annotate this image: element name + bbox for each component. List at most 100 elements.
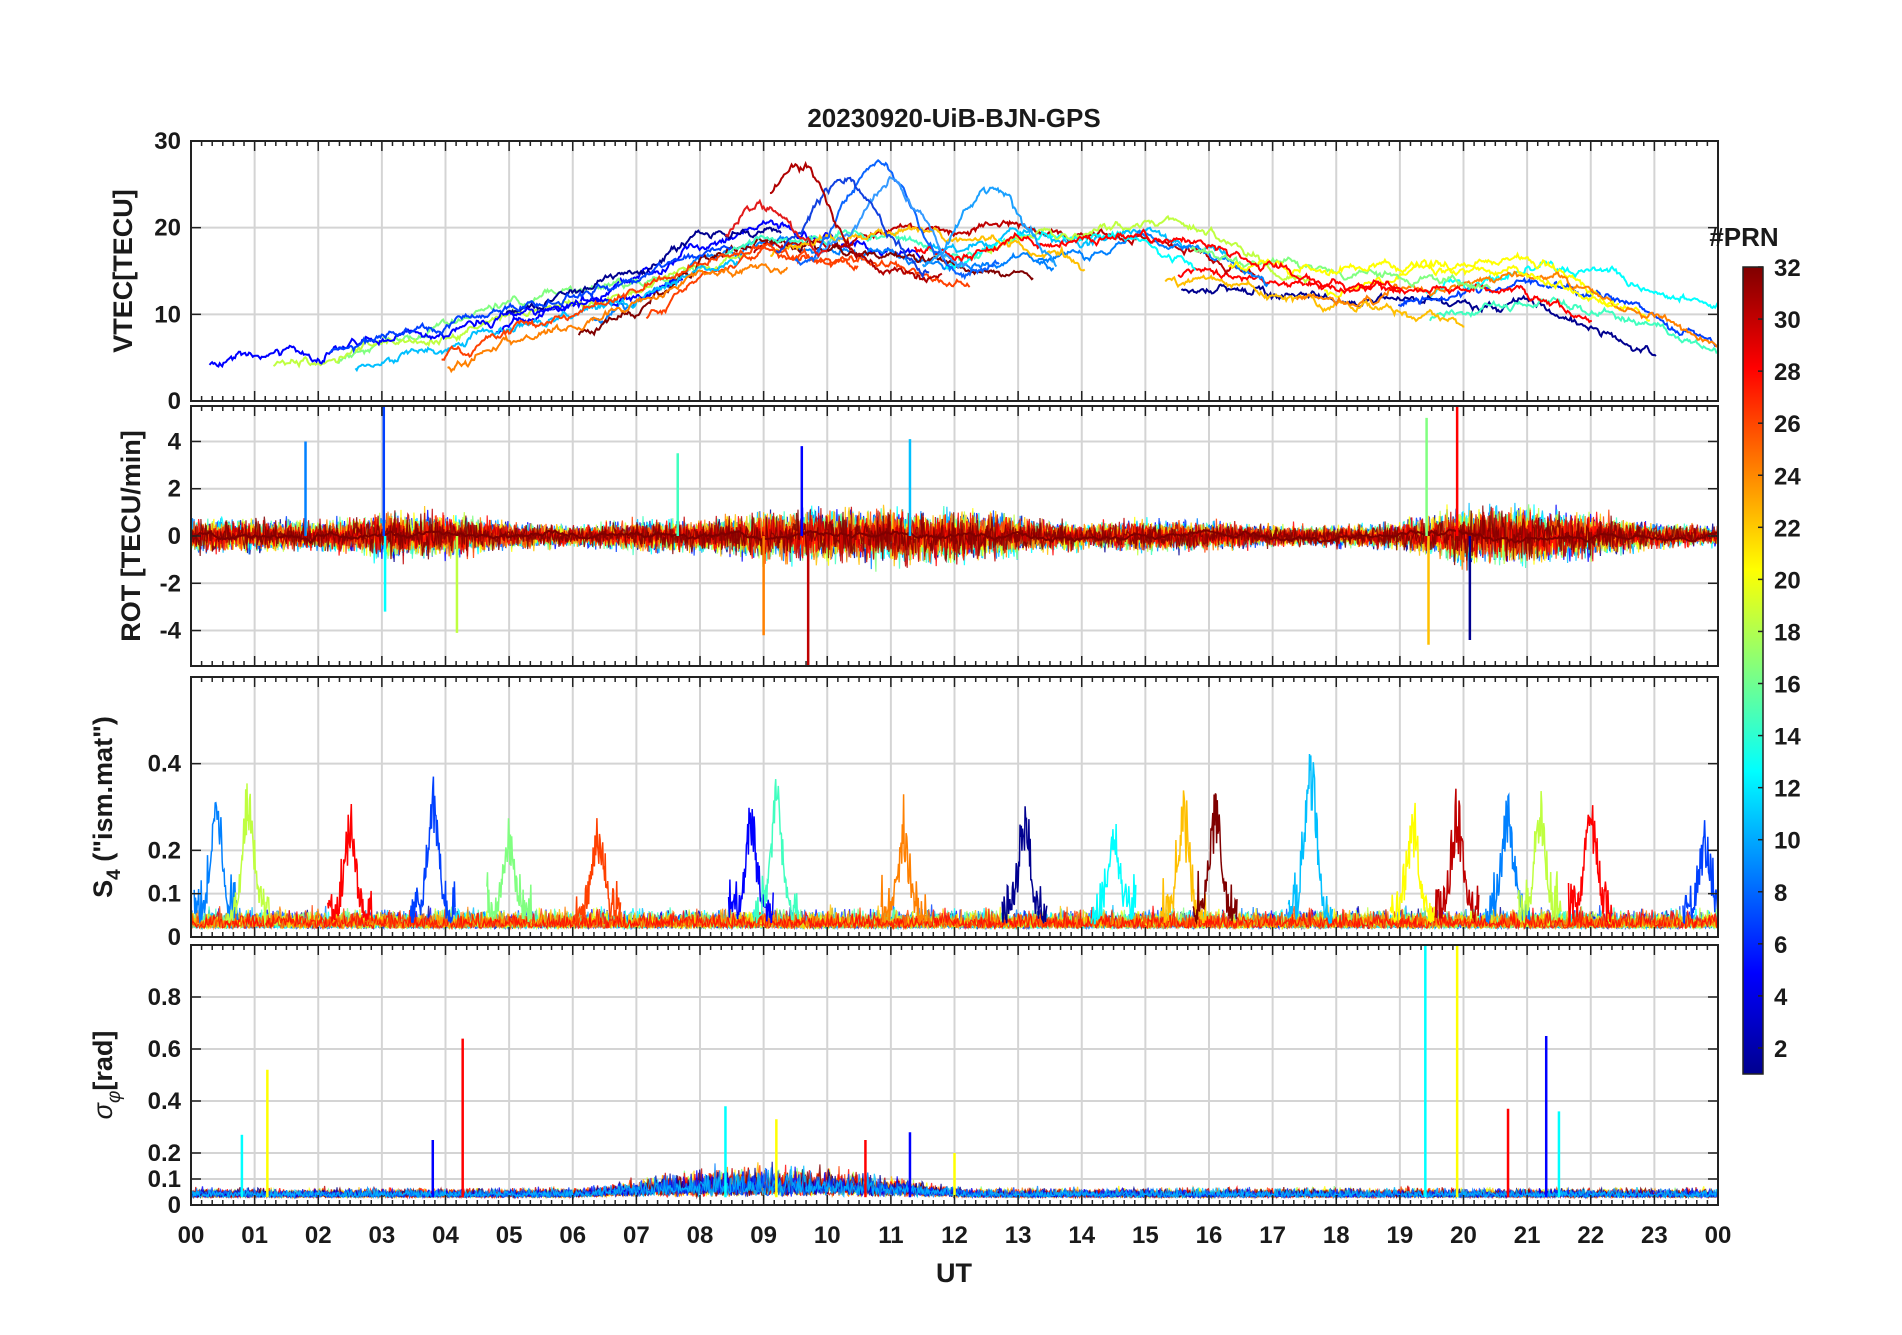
vtec-series-line xyxy=(1164,274,1465,328)
colorbar-tick-label: 8 xyxy=(1774,880,1787,907)
colorbar-tick-label: 4 xyxy=(1774,984,1788,1011)
colorbar-tick-label: 10 xyxy=(1774,828,1801,855)
s4-y-tick-label: 0 xyxy=(168,924,181,951)
x-tick-label: 23 xyxy=(1641,1222,1668,1249)
colorbar-tick-label: 12 xyxy=(1774,776,1801,803)
s4-burst-line xyxy=(1160,790,1207,924)
rot-grid xyxy=(190,406,1719,666)
sigma-phi-ylabel: σφ[rad] xyxy=(88,1031,125,1120)
s4-burst-line xyxy=(193,801,239,924)
sig-y-tick-label: 0.2 xyxy=(148,1140,181,1167)
x-tick-label: 00 xyxy=(178,1222,205,1249)
figure-title: 20230920-UiB-BJN-GPS xyxy=(807,103,1100,133)
s4-burst-line xyxy=(753,779,800,924)
vtec-series xyxy=(208,158,1718,374)
sigma-phi-ylabel-main: σ xyxy=(88,1101,118,1119)
s4-series xyxy=(191,753,1718,931)
s4-burst-line xyxy=(575,818,622,924)
s4-burst-line xyxy=(1434,788,1480,923)
x-tick-label: 06 xyxy=(559,1222,586,1249)
vtec-series-line xyxy=(1324,251,1651,322)
x-tick-label: 15 xyxy=(1132,1222,1159,1249)
x-tick-label: 17 xyxy=(1259,1222,1286,1249)
vtec-series-line xyxy=(337,265,697,364)
rot-panel: -4 -2 0 2 4 ROT [TECU/min] xyxy=(116,405,1719,667)
sig-y-tick-label: 0.1 xyxy=(148,1166,181,1193)
vtec-axes: 0 10 20 30 xyxy=(154,128,1719,415)
vtec-series-line xyxy=(1429,296,1718,355)
vtec-y-tick-label: 20 xyxy=(154,215,181,242)
x-tick-label: 08 xyxy=(687,1222,714,1249)
s4-burst-line xyxy=(1192,793,1238,926)
colorbar-tick-label: 24 xyxy=(1774,463,1801,490)
x-tick-label: 03 xyxy=(369,1222,396,1249)
colorbar-tick-label: 6 xyxy=(1774,932,1787,959)
vtec-series-line xyxy=(925,226,1228,257)
s4-burst-line xyxy=(1516,791,1563,923)
vtec-series-line xyxy=(354,258,739,373)
vtec-series-line xyxy=(985,214,1310,285)
colorbar-tick-label: 26 xyxy=(1774,411,1801,438)
colorbar-tick-label: 32 xyxy=(1774,255,1801,282)
colorbar-tick-label: 2 xyxy=(1774,1036,1787,1063)
s4-panel: 0 0.1 0.2 0.4 S4 ("ism.mat") xyxy=(88,676,1719,951)
vtec-series-line xyxy=(1296,270,1718,348)
s4-burst-line xyxy=(225,783,271,926)
s4-burst-line xyxy=(409,776,456,924)
vtec-series-line xyxy=(1190,246,1492,290)
s4-burst-line xyxy=(486,818,533,923)
rot-axes: -4 -2 0 2 4 xyxy=(160,405,1719,667)
vtec-peak-line xyxy=(775,176,930,280)
x-tick-label: 02 xyxy=(305,1222,332,1249)
vtec-series-line xyxy=(328,244,733,354)
x-tick-label: 01 xyxy=(241,1222,268,1249)
x-axis-label: UT xyxy=(936,1258,972,1288)
x-tick-label: 18 xyxy=(1323,1222,1350,1249)
colorbar-tick-label: 22 xyxy=(1774,515,1801,542)
sig-y-tick-label: 0.8 xyxy=(148,984,181,1011)
s4-series-line xyxy=(191,905,1718,931)
s4-burst-line xyxy=(1567,805,1613,924)
colorbar-tick-label: 30 xyxy=(1774,307,1801,334)
s4-ylabel-sub: 4 xyxy=(104,869,125,880)
s4-burst-line xyxy=(880,794,927,923)
colorbar-tick-label: 20 xyxy=(1774,567,1801,594)
sigma-phi-panel: 00.10.2 0.4 0.6 0.8 σφ[rad] xyxy=(88,944,1719,1219)
vtec-y-tick-label: 0 xyxy=(168,388,181,415)
sigma-phi-axes: 00.10.2 0.4 0.6 0.8 xyxy=(148,944,1719,1219)
s4-burst-line xyxy=(1682,820,1718,925)
s4-burst-line xyxy=(327,803,374,922)
x-tick-label: 10 xyxy=(814,1222,841,1249)
x-tick-label: 07 xyxy=(623,1222,650,1249)
colorbar-tick-label: 16 xyxy=(1774,672,1801,699)
x-tick-label: 14 xyxy=(1068,1222,1095,1249)
s4-burst-line xyxy=(1389,802,1435,923)
sig-y-tick-label: 0.6 xyxy=(148,1036,181,1063)
x-tick-label: 16 xyxy=(1196,1222,1223,1249)
s4-axes: 0 0.1 0.2 0.4 xyxy=(148,676,1719,951)
rot-smooth-line xyxy=(191,528,1718,545)
x-tick-label: 00 xyxy=(1705,1222,1732,1249)
sigma-phi-ylabel-sub: φ xyxy=(104,1091,125,1103)
s4-y-tick-label: 0.4 xyxy=(148,751,182,778)
x-tick-label: 19 xyxy=(1387,1222,1414,1249)
sig-y-tick-label: 0 xyxy=(168,1192,181,1219)
x-tick-label: 05 xyxy=(496,1222,523,1249)
vtec-ylabel: VTEC[TECU] xyxy=(108,189,138,353)
vtec-peak-line xyxy=(769,160,943,284)
s4-ylabel-main: S xyxy=(88,880,118,898)
s4-burst-line xyxy=(1090,823,1137,925)
colorbar-tick-label: 28 xyxy=(1774,359,1801,386)
vtec-y-tick-label: 10 xyxy=(154,301,181,328)
s4-y-tick-label: 0.2 xyxy=(148,837,181,864)
x-tick-label: 04 xyxy=(432,1222,459,1249)
vtec-panel: 0 10 20 30 VTEC[TECU] xyxy=(108,128,1719,415)
x-tick-label: 13 xyxy=(1005,1222,1032,1249)
rot-y-tick-label: 2 xyxy=(168,476,181,503)
vtec-peak-line xyxy=(724,198,828,258)
x-tick-label: 12 xyxy=(941,1222,968,1249)
rot-y-tick-label: -4 xyxy=(160,618,182,645)
vtec-series-line xyxy=(1177,266,1592,324)
s4-y-tick-label: 0.1 xyxy=(148,881,181,908)
